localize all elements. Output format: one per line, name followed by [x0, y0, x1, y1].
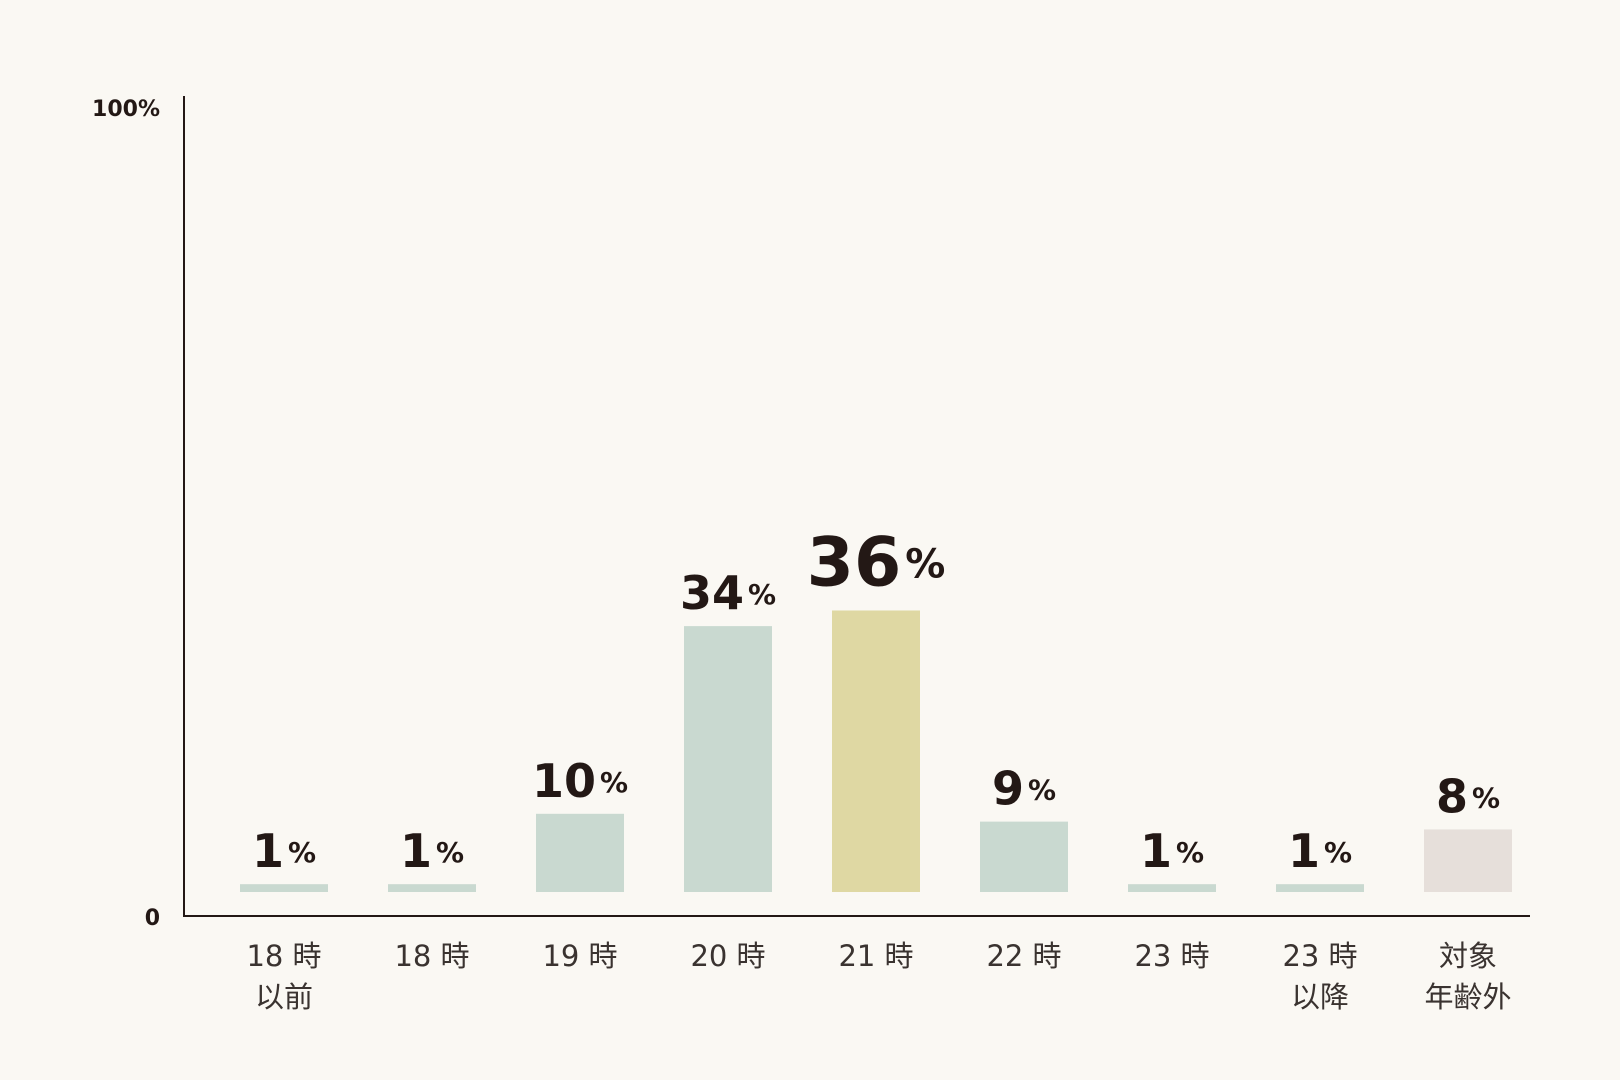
- value-label: 1%: [400, 824, 464, 878]
- x-tick-label: 20 時: [690, 939, 765, 973]
- x-tick-label: 18 時: [394, 939, 469, 973]
- x-tick-label: 23 時以降: [1282, 939, 1357, 1014]
- value-label: 1%: [1140, 824, 1204, 878]
- bar: [388, 884, 476, 892]
- value-label: 34%: [680, 566, 776, 620]
- value-label: 1%: [1288, 824, 1352, 878]
- value-label: 36%: [807, 523, 946, 602]
- y-tick-label: 100%: [92, 97, 160, 122]
- x-tick-label: 23 時: [1134, 939, 1209, 973]
- x-tick-label: 22 時: [986, 939, 1061, 973]
- bar: [1424, 829, 1512, 892]
- bar: [832, 610, 920, 892]
- x-tick-label: 19 時: [542, 939, 617, 973]
- value-label: 10%: [532, 753, 628, 807]
- bar: [1276, 884, 1364, 892]
- bar: [1128, 884, 1216, 892]
- x-tick-label: 21 時: [838, 939, 913, 973]
- y-tick-label: 0: [145, 906, 160, 931]
- value-label: 8%: [1436, 769, 1500, 823]
- bar: [536, 813, 624, 892]
- bar: [240, 884, 328, 892]
- x-tick-label: 18 時以前: [246, 939, 321, 1014]
- x-tick-label: 対象年齢外: [1424, 939, 1511, 1014]
- bar: [980, 821, 1068, 892]
- bar: [684, 626, 772, 892]
- value-label: 1%: [252, 824, 316, 878]
- value-label: 9%: [992, 761, 1056, 815]
